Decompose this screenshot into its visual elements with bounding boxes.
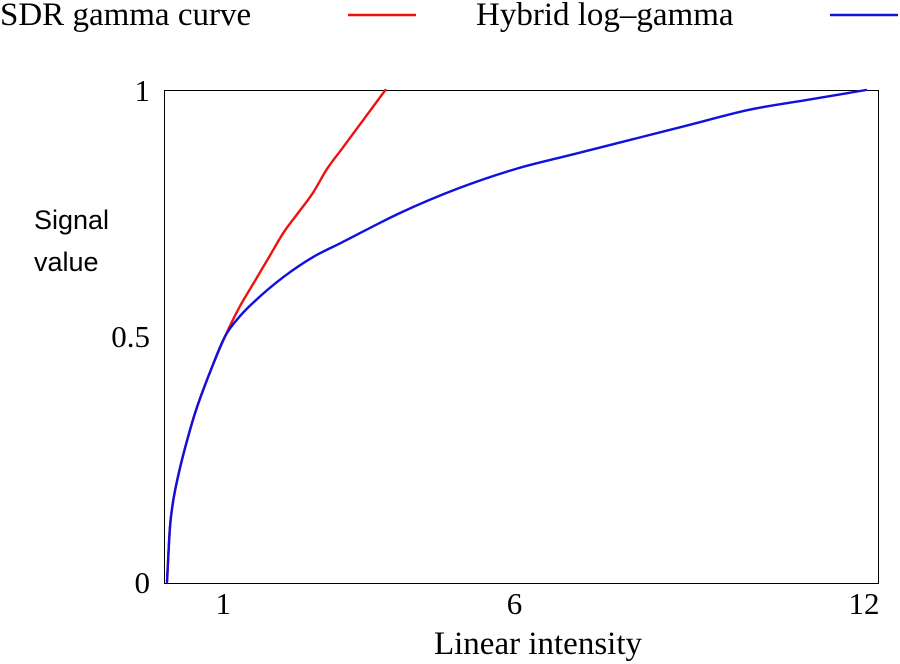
y-tick-labels: 00.51 (111, 73, 150, 600)
x-tick-label: 12 (849, 586, 880, 621)
legend-label: Hybrid log–gamma (476, 0, 734, 33)
legend: SDR gamma curve Hybrid log–gamma (0, 0, 898, 33)
series-line-hybrid-log-gamma (165, 88, 868, 584)
x-tick-labels: 1 6 12 (216, 586, 880, 621)
plot-area-frame (164, 90, 879, 584)
y-axis-label-line-2: value (34, 247, 99, 277)
x-axis-label: Linear intensity (434, 626, 643, 662)
series-lines (165, 88, 868, 584)
y-tick-label: 1 (135, 73, 151, 108)
y-tick-label: 0 (135, 565, 151, 600)
series-line-sdr-gamma (165, 88, 387, 584)
legend-label: SDR gamma curve (0, 0, 251, 33)
y-tick-label: 0.5 (111, 319, 150, 354)
x-tick-label: 1 (216, 586, 232, 621)
y-axis-label-line-1: Signal (34, 205, 109, 235)
x-tick-label: 6 (507, 586, 523, 621)
